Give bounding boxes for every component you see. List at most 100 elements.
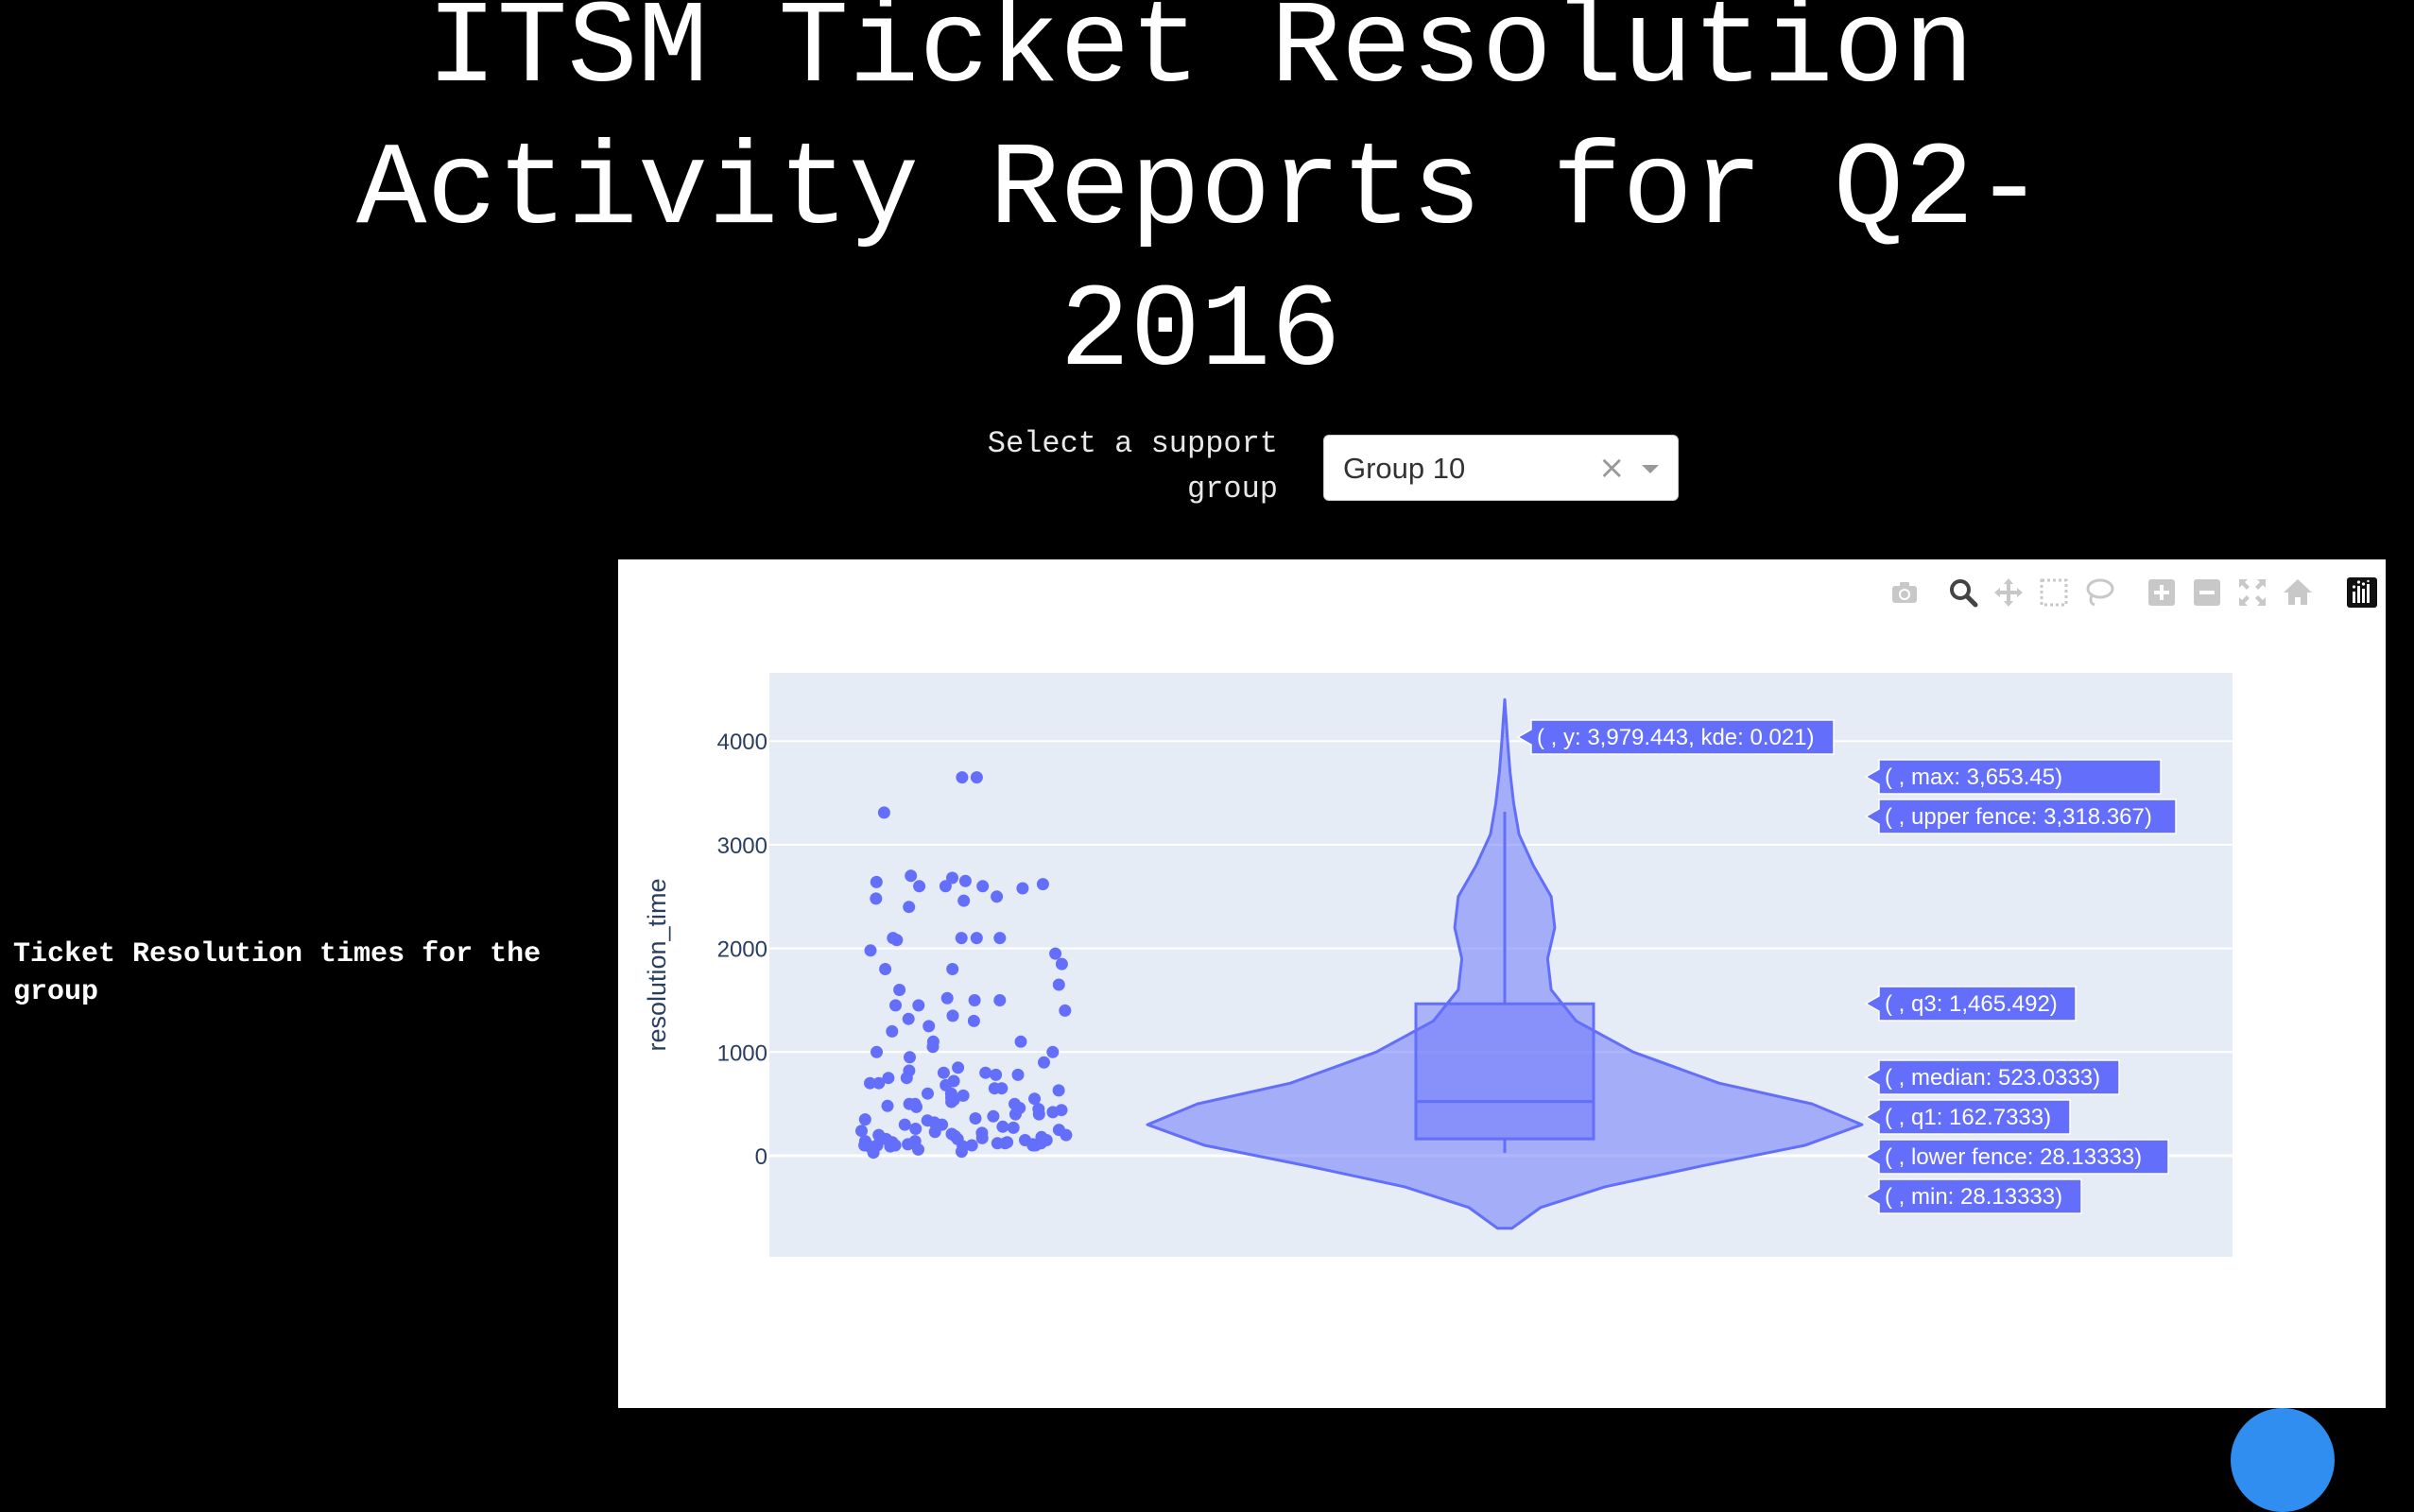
data-point <box>970 932 983 945</box>
data-point <box>946 963 959 975</box>
data-point <box>1009 1108 1022 1121</box>
data-point <box>1032 1108 1045 1121</box>
data-point <box>945 1095 958 1108</box>
data-point <box>1036 878 1049 891</box>
data-point <box>946 871 958 885</box>
data-point <box>881 1099 894 1112</box>
hover-label-text: ( , median: 523.0333) <box>1885 1065 2100 1091</box>
violin-trace <box>1146 697 1864 1230</box>
data-point <box>912 999 925 1012</box>
data-point <box>898 1118 911 1131</box>
y-tick-label: 2000 <box>717 937 767 963</box>
data-point <box>969 1112 982 1125</box>
data-point <box>965 1139 978 1152</box>
data-point <box>988 1082 1001 1095</box>
data-point <box>864 1076 876 1090</box>
y-tick-label: 0 <box>755 1144 767 1170</box>
data-point <box>1052 1084 1065 1097</box>
data-point <box>879 963 892 975</box>
data-point <box>903 901 916 914</box>
hover-label: ( , q1: 162.7333) <box>1864 1099 2071 1135</box>
y-tick-label: 3000 <box>717 833 767 859</box>
data-point <box>1029 1139 1042 1152</box>
hover-label: ( , lower fence: 28.13333) <box>1864 1139 2169 1175</box>
data-point <box>952 1061 965 1074</box>
support-group-dropdown[interactable]: Group 10 × <box>1323 435 1679 501</box>
pan-icon[interactable] <box>1992 576 2025 609</box>
zoom-in-icon[interactable] <box>2146 576 2178 609</box>
data-point <box>926 1040 940 1054</box>
data-point <box>1049 947 1062 960</box>
data-point <box>900 1072 913 1085</box>
points-trace <box>855 771 1073 1160</box>
data-point <box>991 890 1004 903</box>
y-axis-title: resolution_time <box>643 878 671 1051</box>
hover-label: ( , median: 523.0333) <box>1864 1059 2120 1095</box>
data-point <box>946 1009 959 1022</box>
data-point <box>864 944 877 957</box>
data-point <box>1038 1056 1050 1069</box>
data-point <box>1014 1035 1027 1048</box>
box-select-icon[interactable] <box>2038 576 2070 609</box>
data-point <box>893 984 906 996</box>
y-tick-label: 4000 <box>717 730 767 755</box>
data-point <box>937 1066 950 1079</box>
hover-label-text: ( , q1: 162.7333) <box>1885 1105 2051 1130</box>
data-point <box>1007 1121 1020 1134</box>
hover-label: ( , min: 28.13333) <box>1864 1178 2082 1214</box>
data-point <box>993 932 1007 945</box>
hover-label-text: ( , q3: 1,465.492) <box>1885 991 2058 1017</box>
chart-description: Ticket Resolution times for the group <box>13 938 542 1008</box>
data-point <box>957 894 971 907</box>
data-point <box>910 1100 922 1113</box>
data-point <box>940 991 954 1005</box>
y-axis: 0 1000 2000 3000 4000 <box>717 730 767 1170</box>
data-point <box>957 1089 970 1102</box>
data-point <box>889 999 902 1012</box>
floating-action-button[interactable] <box>2231 1408 2335 1512</box>
data-point <box>922 1020 936 1033</box>
data-point <box>909 1123 922 1135</box>
reset-axes-icon[interactable] <box>2282 576 2314 609</box>
hover-label-text: ( , lower fence: 28.13333) <box>1885 1144 2142 1170</box>
data-point <box>1028 1092 1041 1106</box>
data-point <box>1011 1068 1025 1081</box>
data-point <box>890 934 904 947</box>
zoom-out-icon[interactable] <box>2191 576 2223 609</box>
data-point <box>979 1066 992 1079</box>
data-point <box>975 1131 989 1144</box>
zoom-icon[interactable] <box>1947 576 1979 609</box>
data-point <box>928 1125 941 1139</box>
page-title: ITSM Ticket Resolution Activity Reports … <box>356 0 2044 400</box>
clear-icon[interactable]: × <box>1598 449 1626 487</box>
autoscale-icon[interactable] <box>2236 576 2268 609</box>
lasso-icon[interactable] <box>2083 576 2115 609</box>
data-point <box>976 880 990 893</box>
data-point <box>882 1072 895 1085</box>
data-point <box>996 1120 1009 1133</box>
data-point <box>956 771 969 784</box>
data-point <box>1046 1045 1060 1058</box>
hover-label: ( , upper fence: 3,318.367) <box>1864 799 2177 834</box>
data-point <box>902 1138 915 1151</box>
y-tick-label: 1000 <box>717 1040 767 1066</box>
chevron-down-icon[interactable] <box>1642 465 1659 473</box>
hover-label: ( , y: 3,979.443, kde: 0.021) <box>1516 719 1835 755</box>
plotly-logo-icon[interactable] <box>2346 576 2378 609</box>
hover-label: ( , q3: 1,465.492) <box>1864 986 2077 1022</box>
data-point <box>968 994 981 1006</box>
data-point <box>912 1143 924 1156</box>
data-point <box>955 932 968 945</box>
data-point <box>877 806 890 819</box>
data-point <box>913 880 926 893</box>
data-point <box>991 1137 1004 1150</box>
data-point <box>970 771 983 784</box>
data-point <box>870 892 883 905</box>
data-point <box>1046 1106 1060 1119</box>
data-point <box>872 1076 886 1090</box>
camera-icon[interactable] <box>1888 576 1921 609</box>
data-point <box>855 1125 868 1138</box>
hover-label-text: ( , upper fence: 3,318.367) <box>1885 804 2152 830</box>
dropdown-selected-value: Group 10 <box>1343 452 1466 485</box>
hover-label: ( , max: 3,653.45) <box>1864 759 2162 795</box>
